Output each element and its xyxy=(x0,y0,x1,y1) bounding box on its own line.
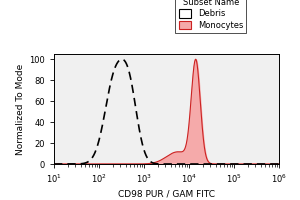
Legend: Debris, Monocytes: Debris, Monocytes xyxy=(175,0,246,33)
Y-axis label: Normalized To Mode: Normalized To Mode xyxy=(16,63,25,155)
X-axis label: CD98 PUR / GAM FITC: CD98 PUR / GAM FITC xyxy=(118,190,215,199)
